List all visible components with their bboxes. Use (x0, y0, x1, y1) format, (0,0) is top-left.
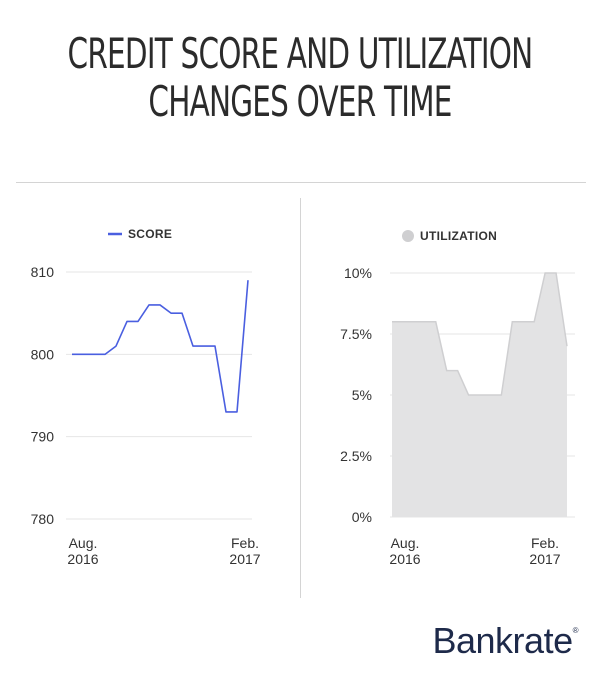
x-tick-label-line: 2016 (389, 551, 420, 567)
y-tick-label: 5% (352, 387, 372, 403)
x-tick-label-line: Feb. (531, 535, 559, 551)
x-tick-label: Aug. 2016 (67, 535, 98, 567)
y-tick-label: 10% (344, 265, 372, 281)
utilization-series-line (392, 272, 568, 396)
x-tick-label-line: 2017 (529, 551, 560, 567)
x-tick-label-line: Aug. (391, 535, 420, 551)
title-line-2: CHANGES OVER TIME (148, 77, 452, 126)
y-tick-label: 2.5% (340, 448, 372, 464)
x-tick-label-line: 2016 (67, 551, 98, 567)
y-tick-label: 7.5% (340, 326, 372, 342)
x-tick-label-line: 2017 (229, 551, 260, 567)
x-tick-label: Feb. 2017 (529, 535, 560, 567)
page-title: CREDIT SCORE AND UTILIZATION CHANGES OVE… (66, 30, 534, 126)
x-tick-label-line: Aug. (69, 535, 98, 551)
y-tick-label: 0% (352, 509, 372, 525)
y-tick-label: 800 (31, 346, 55, 362)
title-line-1: CREDIT SCORE AND UTILIZATION (67, 29, 534, 78)
x-tick-label-line: Feb. (231, 535, 259, 551)
x-tick-label: Feb. 2017 (229, 535, 260, 567)
legend-swatch (402, 230, 414, 242)
chart-score: 810 800 790 780 Aug. 2016 Feb. 2017 SCORE (31, 227, 261, 567)
x-tick-label: Aug. 2016 (389, 535, 420, 567)
brand-mark: ® (572, 626, 579, 635)
legend-label: SCORE (128, 227, 172, 241)
y-tick-label: 780 (31, 511, 55, 527)
y-tick-label: 790 (31, 429, 55, 445)
chart-utilization: 10% 7.5% 5% 2.5% 0% Aug. 2016 Feb. 2017 UTILIZATI… (340, 229, 575, 567)
vertical-divider (300, 198, 301, 598)
bankrate-logo: Bankrate® (433, 620, 579, 662)
horizontal-divider (16, 182, 586, 183)
legend-label: UTILIZATION (420, 229, 497, 243)
brand-name: Bankrate (432, 620, 574, 661)
y-tick-label: 810 (31, 264, 55, 280)
score-series-line (72, 280, 249, 413)
